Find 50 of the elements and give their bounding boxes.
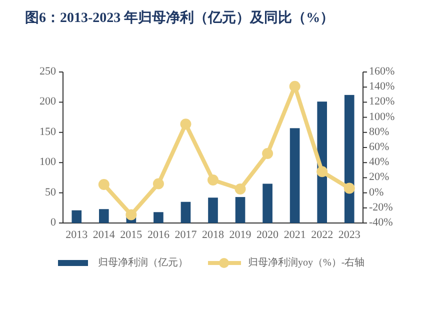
point — [344, 182, 355, 194]
chart-title: 图6：2013-2023 年归母净利（亿元）及同比（%） — [25, 10, 334, 26]
y2-tick-label: 140% — [369, 80, 395, 93]
x-tick-label: 2020 — [256, 229, 280, 241]
point — [208, 174, 218, 186]
y2-tick-label: 20% — [369, 171, 390, 184]
x-tick-label: 2017 — [174, 229, 198, 241]
x-tick-label: 2021 — [284, 229, 306, 241]
bar — [344, 94, 354, 223]
bar — [262, 184, 272, 223]
y2-tick-label: 160% — [369, 66, 395, 78]
y2-tick-label: -20% — [369, 201, 393, 214]
y2-tick-label: -40% — [369, 216, 393, 229]
y2-tick-label: 120% — [369, 96, 395, 108]
y-tick-label: 250 — [40, 66, 56, 78]
y-tick-label: 100 — [40, 156, 56, 168]
y2-tick-label: 60% — [369, 141, 390, 154]
bar — [72, 210, 82, 223]
point — [234, 184, 246, 195]
point — [180, 118, 192, 130]
point — [289, 80, 300, 92]
bar — [290, 128, 300, 223]
legend-label: 归母净利润yoy（%）-右轴 — [248, 256, 365, 268]
x-tick-label: 2013 — [66, 229, 88, 241]
y-tick-label: 50 — [45, 186, 56, 198]
point — [152, 178, 164, 190]
bar — [180, 202, 191, 223]
x-tick-label: 2018 — [202, 229, 224, 241]
y-tick-label: 150 — [40, 126, 56, 138]
x-tick-label: 2014 — [92, 229, 116, 241]
x-tick-label: 2015 — [120, 229, 143, 241]
y2-tick-label: 100% — [369, 110, 395, 123]
point — [126, 209, 137, 220]
point — [316, 166, 328, 178]
bar — [154, 212, 164, 223]
legend-label: 归母净利润（亿元） — [98, 256, 188, 268]
bar — [208, 198, 218, 223]
bar — [235, 197, 246, 223]
x-tick-label: 2016 — [147, 229, 170, 241]
y2-tick-label: 80% — [369, 126, 390, 138]
x-tick-label: 2022 — [311, 229, 334, 241]
y2-tick-label: 40% — [369, 156, 390, 168]
point — [262, 148, 274, 160]
y-tick-label: 200 — [40, 96, 56, 108]
y-tick-label: 0 — [50, 216, 56, 229]
point — [98, 178, 110, 190]
x-tick-label: 2023 — [338, 229, 361, 241]
y2-tick-label: 0% — [369, 186, 384, 198]
bar — [99, 209, 109, 223]
x-tick-label: 2019 — [229, 229, 252, 241]
